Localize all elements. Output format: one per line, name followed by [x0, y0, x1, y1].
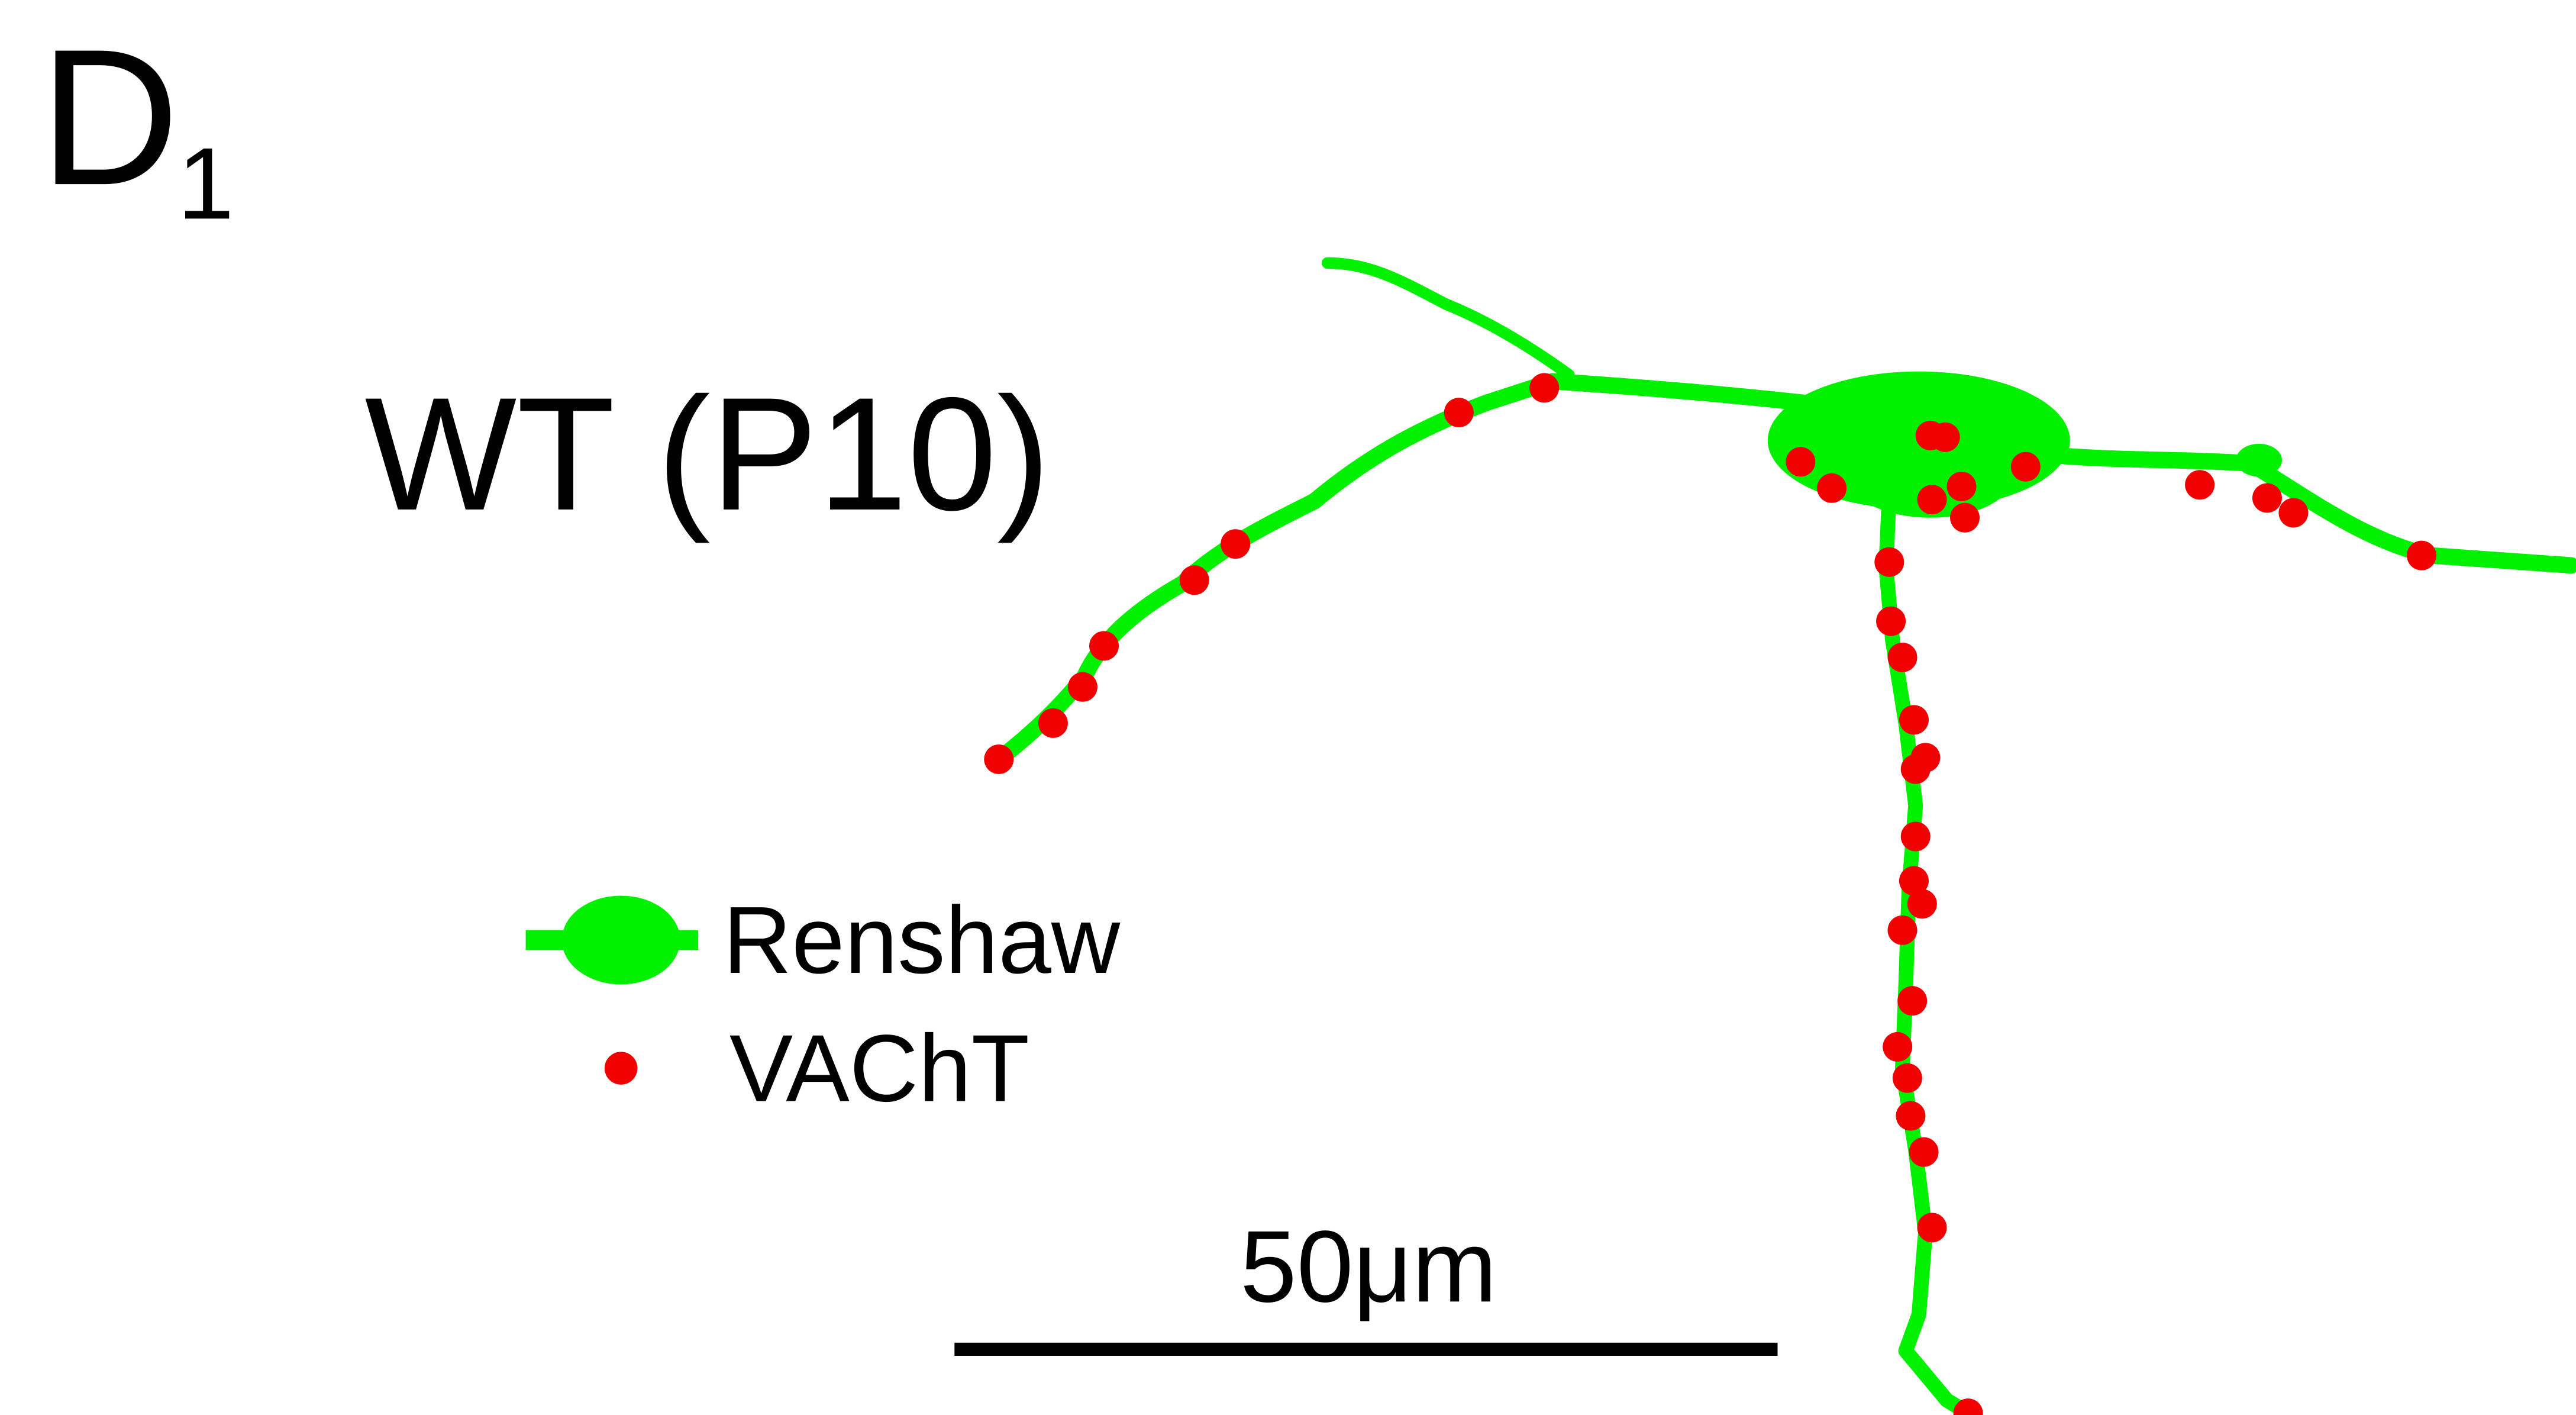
- scale-bar: 50μm: [954, 1210, 1777, 1349]
- legend-label: Renshaw: [723, 887, 1121, 994]
- legend-swatch-soma: [562, 895, 680, 984]
- neuron: [999, 263, 2571, 1415]
- legend-label: VAChT: [729, 1016, 1029, 1122]
- title: WT (P10): [364, 364, 1050, 545]
- legend: Renshaw VAChT: [526, 887, 1121, 1122]
- panel-subscript: 1: [177, 127, 234, 240]
- panel-letter: D: [40, 9, 180, 225]
- vacht-puncta: [984, 373, 2436, 1415]
- scale-bar-label: 50μm: [1240, 1210, 1497, 1323]
- legend-swatch-dot: [605, 1052, 638, 1085]
- figure: D 1 WT (P10) Renshaw VAChT 50μm: [0, 0, 2576, 1415]
- page: {"panel": {"letter": "D", "subscript": "…: [0, 0, 2576, 1415]
